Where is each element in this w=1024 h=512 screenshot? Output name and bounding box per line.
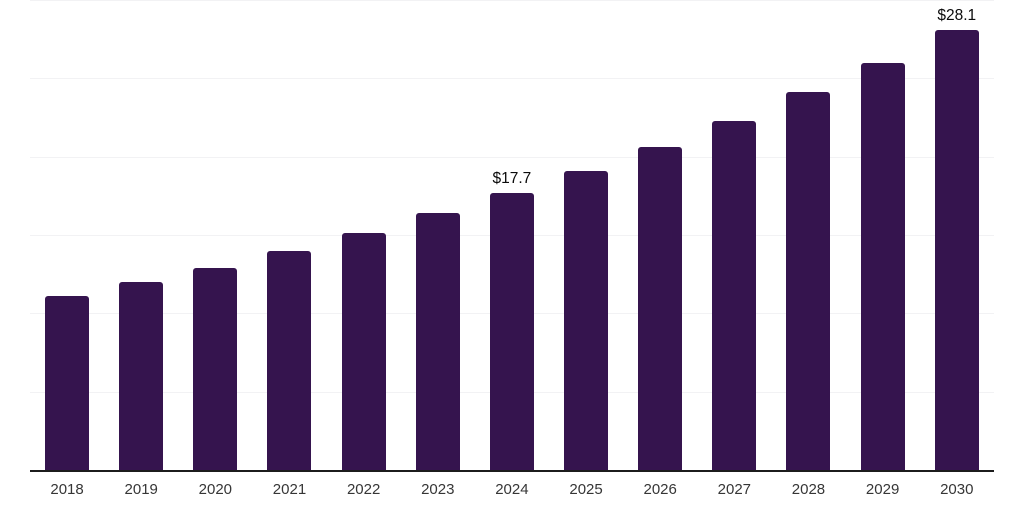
x-tick-2028: 2028	[791, 481, 826, 498]
x-tick-2018: 2018	[50, 481, 84, 498]
x-tick-2021: 2021	[272, 481, 307, 498]
plot-area: $17.7 $28.1	[30, 0, 994, 470]
x-tick-2030: 2030	[940, 481, 974, 498]
x-axis-labels: 2018 2019 2020 2021 2022 2023 2024 2025 2026 2027…	[30, 481, 994, 499]
bar-column	[564, 0, 609, 470]
gridline	[30, 0, 994, 1]
x-axis-line	[30, 470, 994, 472]
gridline	[30, 156, 994, 158]
bar-2021	[267, 250, 312, 470]
bar-2020	[193, 267, 238, 470]
x-tick-2026: 2026	[643, 481, 677, 498]
x-tick-2029: 2029	[865, 481, 900, 498]
bar-2029	[860, 62, 905, 470]
bar-column	[267, 0, 312, 470]
bars-row: $17.7 $28.1	[30, 0, 994, 470]
bar-2023	[415, 213, 460, 470]
bar-2026	[638, 147, 683, 470]
bar-column	[45, 0, 90, 470]
bar-column	[415, 0, 460, 470]
bar-column	[712, 0, 757, 470]
bar-column	[860, 0, 905, 470]
x-tick-2025: 2025	[569, 481, 603, 498]
x-tick-2022: 2022	[346, 481, 381, 498]
bar-2024	[489, 192, 534, 470]
bar-2028	[786, 92, 831, 470]
bar-column	[193, 0, 238, 470]
bar-value-label: $28.1	[937, 6, 977, 24]
bar-2019	[119, 282, 164, 470]
bar-2030	[934, 29, 979, 470]
x-tick-2027: 2027	[717, 481, 752, 498]
gridline	[30, 78, 994, 80]
bar-column	[119, 0, 164, 470]
bar-column	[638, 0, 683, 470]
x-tick-2023: 2023	[421, 481, 455, 498]
x-tick-2019: 2019	[124, 481, 158, 498]
bar-2025	[564, 170, 609, 470]
bar-value-label: $17.7	[492, 169, 532, 187]
bar-2022	[341, 233, 386, 470]
x-tick-2020: 2020	[198, 481, 233, 498]
bar-column: $17.7	[489, 0, 534, 470]
bar-column	[341, 0, 386, 470]
bar-2027	[712, 120, 757, 470]
bar-column: $28.1	[934, 0, 979, 470]
bar-column	[786, 0, 831, 470]
x-tick-2024: 2024	[495, 481, 529, 498]
bar-2018	[45, 296, 90, 470]
